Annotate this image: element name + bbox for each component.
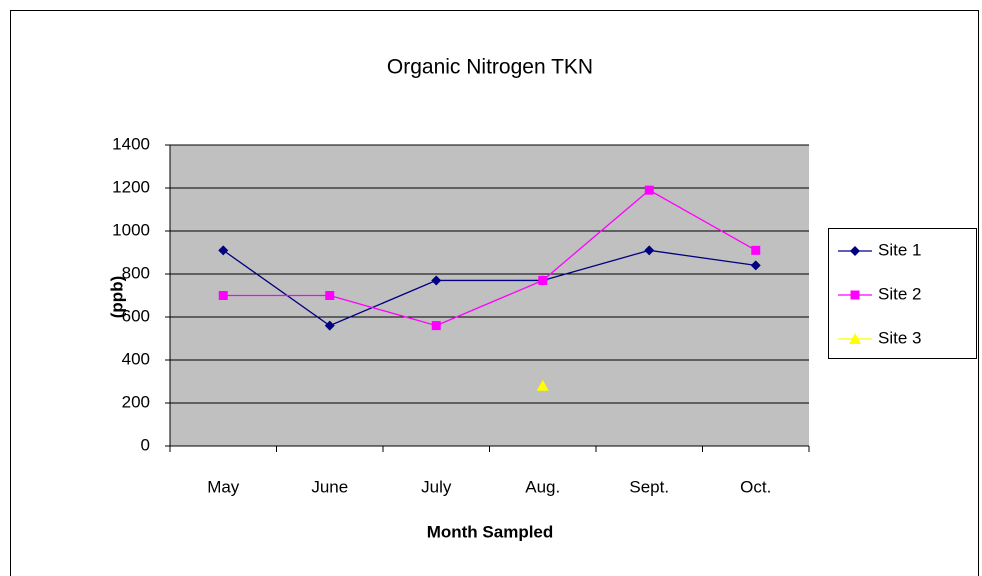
marker bbox=[849, 333, 861, 344]
marker bbox=[431, 275, 442, 286]
marker bbox=[750, 260, 761, 271]
marker bbox=[538, 275, 548, 285]
series-line bbox=[222, 249, 756, 327]
marker bbox=[644, 245, 655, 256]
marker bbox=[644, 185, 654, 195]
x-tick-label: Aug. bbox=[525, 477, 560, 496]
y-axis-title: (ppb) bbox=[107, 276, 126, 318]
y-tick-label: 1400 bbox=[112, 134, 150, 153]
x-tick-label: May bbox=[207, 477, 240, 496]
y-tick-label: 1200 bbox=[112, 177, 150, 196]
legend-label: Site 2 bbox=[878, 284, 921, 303]
marker bbox=[325, 291, 335, 300]
marker bbox=[218, 245, 229, 256]
x-tick-label: June bbox=[311, 477, 348, 496]
marker bbox=[850, 246, 860, 256]
x-axis-title: Month Sampled bbox=[427, 522, 554, 541]
y-tick-label: 1000 bbox=[112, 220, 150, 239]
legend-label: Site 3 bbox=[878, 328, 921, 347]
chart-title: Organic Nitrogen TKN bbox=[387, 56, 593, 79]
y-tick-label: 200 bbox=[122, 392, 150, 411]
x-tick-label: Oct. bbox=[740, 477, 771, 496]
marker bbox=[850, 290, 860, 300]
marker bbox=[536, 379, 549, 391]
x-tick-label: Sept. bbox=[629, 477, 669, 496]
series-line bbox=[223, 189, 757, 327]
legend-label: Site 1 bbox=[878, 240, 921, 259]
y-tick-label: 400 bbox=[122, 349, 150, 368]
marker bbox=[324, 320, 335, 331]
y-tick-label: 0 bbox=[141, 435, 150, 454]
y-tick-label: 600 bbox=[122, 306, 150, 325]
marker bbox=[431, 321, 441, 331]
x-tick-label: July bbox=[421, 477, 452, 496]
marker bbox=[751, 245, 761, 255]
y-tick-label: 800 bbox=[122, 263, 150, 282]
marker bbox=[218, 291, 228, 300]
